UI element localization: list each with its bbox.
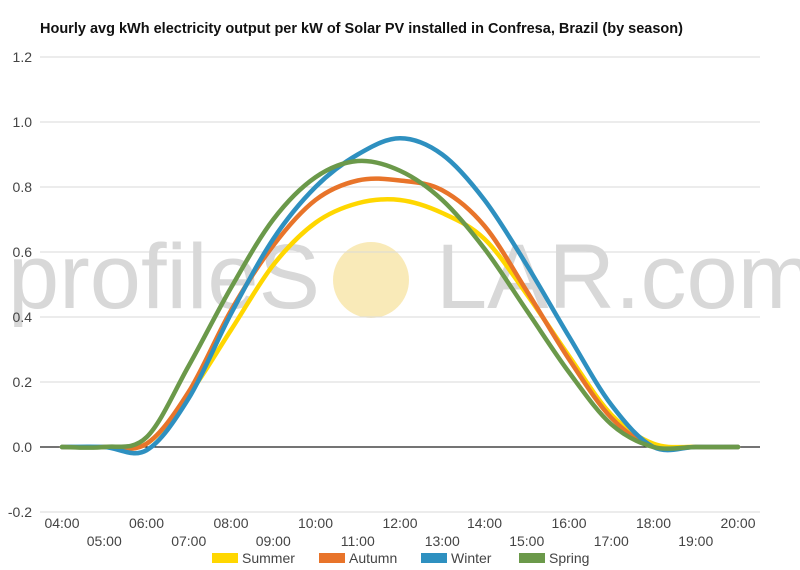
watermark-sun-icon	[333, 242, 409, 318]
x-tick-label: 19:00	[678, 533, 713, 549]
grid	[40, 56, 760, 513]
y-tick-label: 1.2	[13, 49, 33, 65]
legend-label-autumn: Autumn	[349, 550, 397, 566]
y-tick-label: 0.6	[13, 244, 33, 260]
chart-title: Hourly avg kWh electricity output per kW…	[40, 21, 683, 37]
x-tick-label: 15:00	[509, 533, 544, 549]
legend: Summer Autumn Winter Spring	[212, 550, 589, 566]
y-axis-ticks: -0.2 0.0 0.2 0.4 0.6 0.8 1.0 1.2	[8, 49, 32, 520]
legend-swatch-spring	[519, 553, 545, 563]
x-tick-label: 16:00	[551, 515, 586, 531]
legend-label-winter: Winter	[451, 550, 492, 566]
y-tick-label: -0.2	[8, 504, 32, 520]
legend-swatch-summer	[212, 553, 238, 563]
y-tick-label: 0.0	[13, 439, 33, 455]
x-tick-label: 12:00	[382, 515, 417, 531]
x-tick-label: 18:00	[636, 515, 671, 531]
x-tick-label: 05:00	[87, 533, 122, 549]
y-tick-label: 0.2	[13, 374, 33, 390]
y-tick-label: 1.0	[13, 114, 33, 130]
x-tick-label: 17:00	[594, 533, 629, 549]
x-tick-label: 20:00	[720, 515, 755, 531]
y-tick-label: 0.4	[13, 309, 33, 325]
series-lines	[59, 136, 741, 456]
x-tick-label: 08:00	[213, 515, 248, 531]
legend-label-spring: Spring	[549, 550, 589, 566]
legend-swatch-winter	[421, 553, 447, 563]
x-tick-label: 09:00	[256, 533, 291, 549]
watermark: profileS LAR.com	[8, 226, 800, 328]
series-line-spring	[59, 158, 741, 451]
x-tick-label: 11:00	[341, 533, 375, 549]
x-axis-ticks: 04:00 05:00 06:00 07:00 08:00 09:00 10:00 11:00…	[44, 515, 755, 549]
x-tick-label: 07:00	[171, 533, 206, 549]
watermark-text-left: profileS	[8, 226, 320, 328]
x-tick-label: 14:00	[467, 515, 502, 531]
legend-swatch-autumn	[319, 553, 345, 563]
x-tick-label: 04:00	[44, 515, 79, 531]
legend-label-summer: Summer	[242, 550, 295, 566]
x-tick-label: 06:00	[129, 515, 164, 531]
x-tick-label: 10:00	[298, 515, 333, 531]
x-tick-label: 13:00	[425, 533, 460, 549]
y-tick-label: 0.8	[13, 179, 33, 195]
watermark-text-right: LAR.com	[436, 226, 800, 328]
series-line-winter	[59, 136, 741, 456]
series-line-autumn	[59, 176, 741, 452]
